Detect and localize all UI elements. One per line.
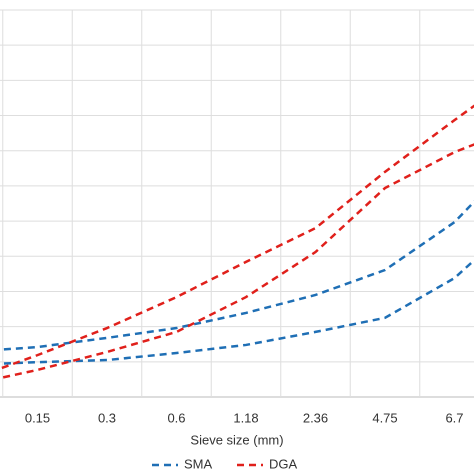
x-tick-label: 4.75	[372, 410, 397, 425]
legend-label: DGA	[269, 456, 298, 471]
x-tick-label: 1.18	[233, 410, 258, 425]
series-line	[0, 143, 474, 380]
series-line	[0, 258, 474, 365]
x-tick-label: 0.6	[167, 410, 185, 425]
series-line	[0, 200, 474, 351]
x-axis-label: Sieve size (mm)	[190, 432, 283, 447]
x-tick-label: 6.7	[445, 410, 463, 425]
x-tick-label: 0.3	[98, 410, 116, 425]
x-tick-label: 2.36	[303, 410, 328, 425]
series-line	[0, 104, 474, 370]
x-tick-label: 0.15	[25, 410, 50, 425]
legend-label: SMA	[184, 456, 213, 471]
